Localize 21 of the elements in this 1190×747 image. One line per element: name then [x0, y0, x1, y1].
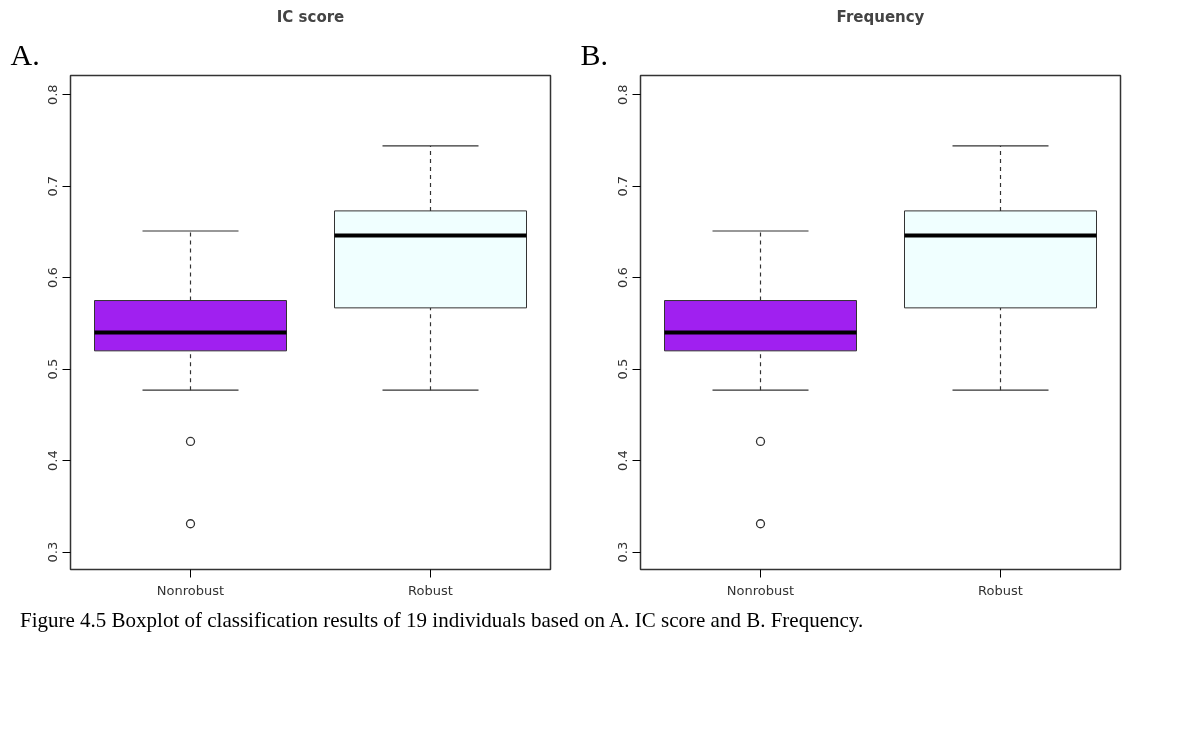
x-tick-label: Nonrobust: [726, 582, 795, 598]
y-tick-label: 0.6: [615, 267, 631, 289]
caption: Figure 4.5 Boxplot of classification results of 19 individuals based on A. IC score and B. Frequency.: [20, 607, 864, 634]
y-tick-label: 0.5: [615, 358, 631, 380]
y-tick-label: 0.7: [615, 175, 631, 197]
chart-title: IC score: [276, 7, 345, 26]
y-tick-label: 0.8: [615, 84, 631, 106]
text: B.: [580, 37, 609, 71]
x-tick-label: Robust: [978, 582, 1023, 598]
text: A.: [10, 37, 40, 71]
y-tick-label: 0.4: [45, 450, 61, 471]
x-tick-label: Nonrobust: [156, 582, 225, 598]
y-tick-label: 0.8: [45, 84, 61, 106]
y-tick-label: 0.6: [45, 267, 61, 289]
y-tick-label: 0.5: [45, 358, 61, 380]
x-tick-label: Robust: [408, 582, 453, 598]
chart-title: Frequency: [836, 7, 925, 26]
y-tick-label: 0.7: [45, 175, 61, 197]
y-tick-label: 0.4: [615, 450, 631, 471]
y-tick-label: 0.3: [615, 541, 631, 563]
y-tick-label: 0.3: [45, 541, 61, 563]
